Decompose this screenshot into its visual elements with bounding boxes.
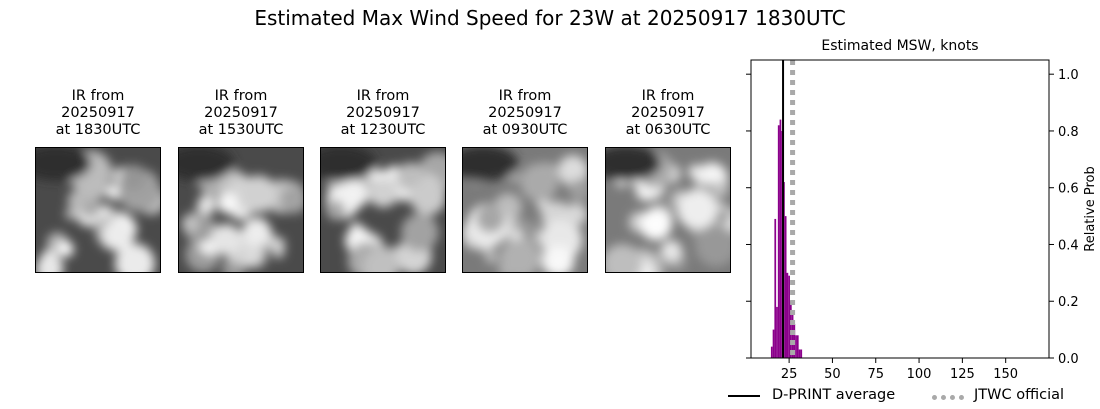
satellite-ir-image (605, 147, 731, 273)
ir-panel-caption: IR from 20250917 at 1830UTC (35, 88, 161, 142)
ir-panel-caption: IR from 20250917 at 1530UTC (178, 88, 304, 142)
x-tick-label: 50 (824, 367, 841, 382)
satellite-ir-image (462, 147, 588, 273)
histogram-bar (772, 329, 775, 358)
y-tick-label: 1.0 (1058, 68, 1079, 83)
histogram-bar (788, 275, 790, 358)
histogram-bar (774, 218, 777, 358)
chart-title: Estimated MSW, knots (821, 38, 978, 54)
ir-caption-line3: at 0630UTC (625, 122, 711, 138)
y-tick-label: 0.2 (1058, 295, 1079, 310)
ir-caption-line3: at 0930UTC (482, 122, 568, 138)
y-tick-label: 0.0 (1058, 352, 1079, 367)
ir-caption-line1: IR from (641, 88, 695, 104)
y-tick-label: 0.4 (1058, 238, 1079, 253)
ir-panel-caption: IR from 20250917 at 1230UTC (320, 88, 446, 142)
ir-caption-line3: at 1230UTC (340, 122, 426, 138)
histogram-bar (800, 349, 803, 358)
ir-panel: IR from 20250917 at 0930UTC (462, 88, 588, 273)
ir-caption-line1: IR from (498, 88, 552, 104)
ir-caption-line2: 20250917 (204, 105, 278, 121)
ir-panel-caption: IR from 20250917 at 0630UTC (605, 88, 731, 142)
ir-panel: IR from 20250917 at 1530UTC (178, 88, 304, 273)
x-tick-label: 125 (950, 367, 975, 382)
ir-caption-line1: IR from (356, 88, 410, 104)
ir-panel: IR from 20250917 at 0630UTC (605, 88, 731, 273)
satellite-ir-image (178, 147, 304, 273)
legend-jtwc-line (932, 395, 964, 400)
ir-caption-line1: IR from (71, 88, 125, 104)
ir-panel-caption: IR from 20250917 at 0930UTC (462, 88, 588, 142)
x-tick-label: 150 (993, 367, 1018, 382)
y-tick-label: 0.6 (1058, 182, 1079, 197)
ir-panel: IR from 20250917 at 1830UTC (35, 88, 161, 273)
satellite-ir-image (35, 147, 161, 273)
ir-caption-line2: 20250917 (346, 105, 420, 121)
histogram-bar (798, 349, 801, 358)
histogram-bar (784, 216, 787, 358)
ir-caption-line2: 20250917 (631, 105, 705, 121)
histogram-bar (779, 119, 782, 358)
x-tick-label: 75 (867, 367, 884, 382)
ir-caption-line3: at 1830UTC (55, 122, 141, 138)
x-tick-label: 100 (907, 367, 932, 382)
histogram-bar (796, 335, 799, 358)
y-axis-label: Relative Prob (1083, 166, 1098, 251)
histogram-bar (770, 346, 773, 358)
ir-caption-line1: IR from (214, 88, 268, 104)
histogram-bar (777, 125, 780, 358)
histogram-bar (791, 312, 794, 358)
legend-jtwc-label: JTWC official (974, 387, 1065, 403)
histogram-bar (776, 306, 778, 358)
ir-panel: IR from 20250917 at 1230UTC (320, 88, 446, 273)
legend-dprint-line (728, 395, 760, 397)
y-tick-label: 0.8 (1058, 125, 1079, 140)
legend-dprint-label: D-PRINT average (772, 387, 896, 403)
ir-caption-line3: at 1530UTC (198, 122, 284, 138)
plot-frame (750, 59, 1050, 359)
histogram-bar (786, 272, 789, 358)
histogram-bar (795, 335, 797, 358)
figure-title: Estimated Max Wind Speed for 23W at 2025… (254, 6, 846, 30)
ir-caption-line2: 20250917 (488, 105, 562, 121)
x-tick-label: 25 (781, 367, 798, 382)
ir-caption-line2: 20250917 (61, 105, 135, 121)
histogram-bar (789, 301, 792, 358)
satellite-ir-image (320, 147, 446, 273)
